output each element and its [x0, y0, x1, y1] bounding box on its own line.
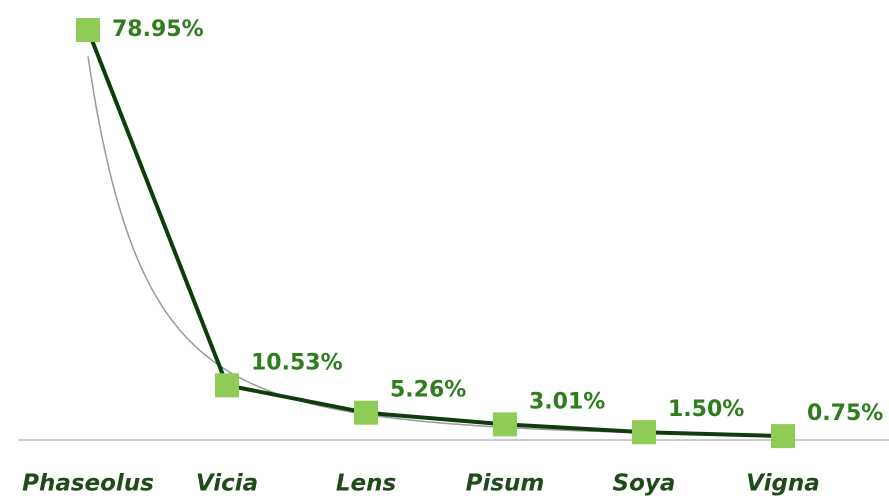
label-box: [385, 373, 463, 408]
data-label: 0.75%: [807, 401, 883, 426]
x-tick-label: Soya: [613, 471, 676, 497]
data-label: 3.01%: [529, 389, 605, 414]
marker: [493, 412, 517, 437]
label-box: [524, 385, 602, 420]
marker: [632, 420, 656, 445]
label-box: [107, 13, 198, 47]
marker: [215, 373, 239, 398]
data-label: 5.26%: [390, 378, 466, 403]
x-tick-label: Vicia: [196, 471, 258, 497]
x-tick-label: Lens: [336, 471, 396, 497]
x-tick-label: Vigna: [746, 471, 820, 497]
marker: [354, 400, 378, 425]
label-box: [802, 397, 880, 432]
data-label: 10.53%: [251, 350, 343, 375]
data-label: 78.95%: [112, 17, 204, 42]
x-tick-label: Pisum: [466, 471, 545, 497]
label-box: [663, 393, 741, 428]
data-line: [86, 29, 784, 439]
marker: [771, 424, 795, 449]
data-label: 1.50%: [668, 397, 744, 422]
marker: [76, 18, 100, 42]
label-box: [246, 346, 337, 381]
x-tick-label: Phaseolus: [22, 471, 154, 497]
